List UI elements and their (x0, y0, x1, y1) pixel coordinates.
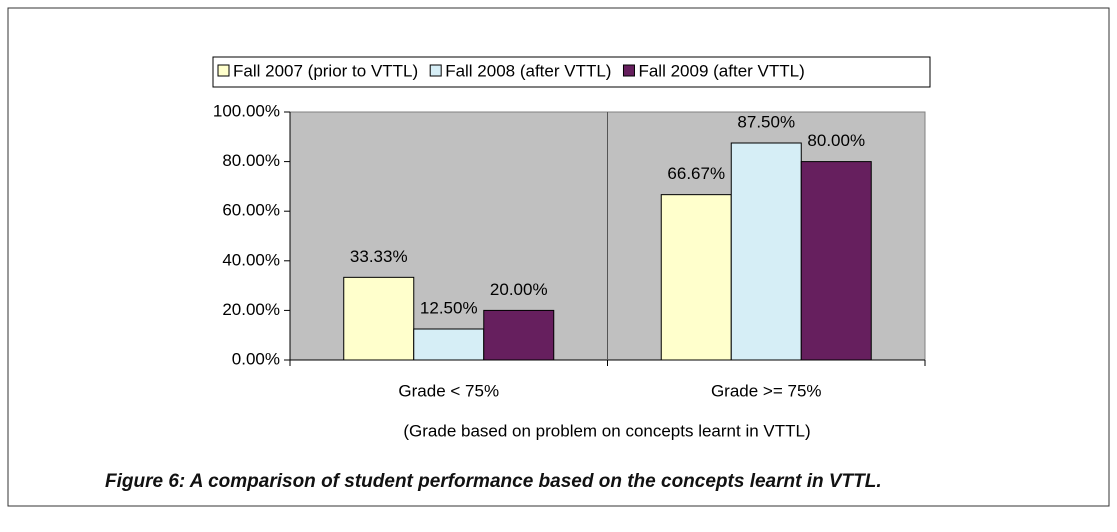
y-tick-label: 80.00% (222, 151, 280, 170)
legend-swatch (622, 64, 635, 77)
caption: Figure 6: A comparison of student perfor… (105, 471, 882, 492)
legend-swatch (429, 64, 442, 77)
y-tick-label: 60.00% (222, 201, 280, 220)
legend-box (212, 56, 931, 88)
data-label: 33.33% (350, 247, 408, 266)
bar (730, 142, 802, 361)
y-tick-label: 0.00% (232, 349, 280, 368)
bar (413, 328, 485, 361)
data-label: 87.50% (737, 112, 795, 131)
y-tick-label: 20.00% (222, 300, 280, 319)
bar (343, 276, 415, 361)
bar (483, 309, 555, 361)
x-tick-label: Grade < 75% (398, 381, 499, 400)
data-label: 12.50% (420, 298, 478, 317)
y-tick-label: 40.00% (222, 250, 280, 269)
data-label: 20.00% (490, 280, 548, 299)
legend-label: Fall 2008 (after VTTL) (445, 61, 611, 80)
data-label: 66.67% (667, 164, 725, 183)
legend-swatch (217, 64, 230, 77)
x-tick-label: Grade >= 75% (711, 381, 822, 400)
legend-label: Fall 2007 (prior to VTTL) (233, 61, 418, 80)
data-label: 80.00% (807, 131, 865, 150)
bar (660, 194, 732, 361)
y-tick-label: 100.00% (213, 101, 280, 120)
legend-label: Fall 2009 (after VTTL) (638, 61, 804, 80)
x-axis-title: (Grade based on problem on concepts lear… (403, 421, 810, 440)
bar (800, 161, 872, 361)
